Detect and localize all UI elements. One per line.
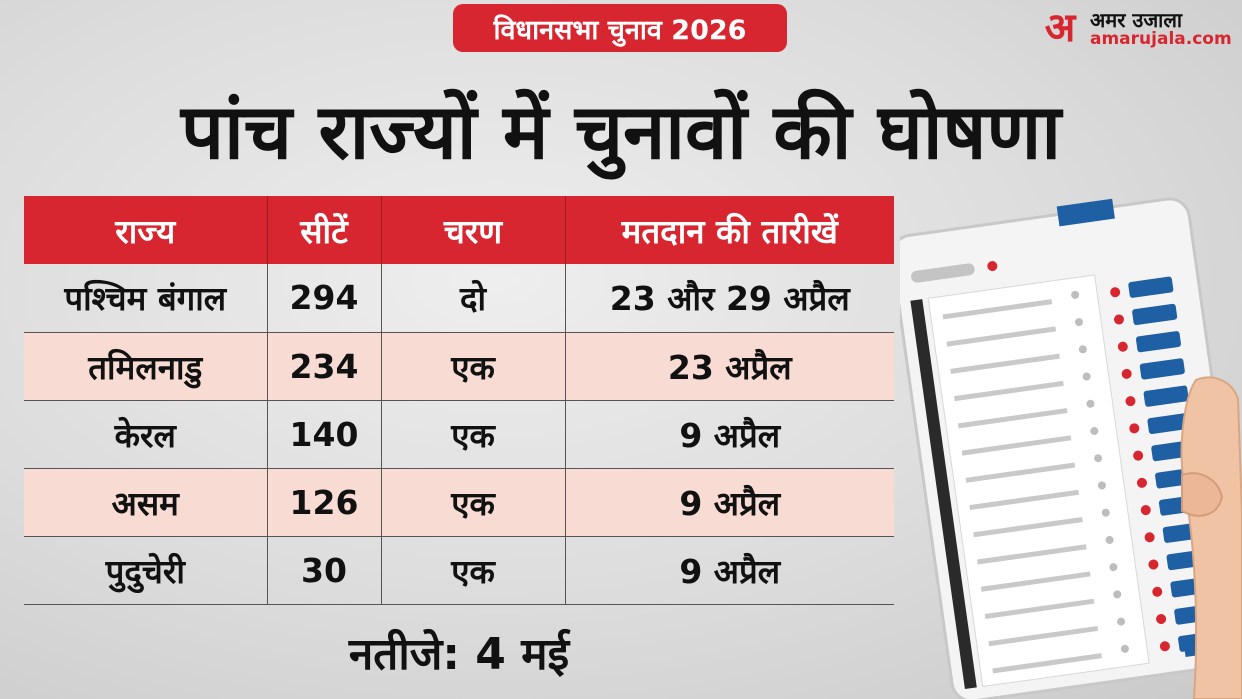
evm-indicator-light bbox=[1140, 505, 1151, 516]
evm-indicator-light bbox=[1121, 368, 1132, 379]
dates-cell: 9 अप्रैल bbox=[564, 468, 894, 537]
header-phases: चरण bbox=[380, 196, 565, 264]
evm-candidate-symbol bbox=[1078, 345, 1087, 354]
dates-cell: 9 अप्रैल bbox=[564, 400, 894, 469]
table-row: पुदुचेरी 30 एक 9 अप्रैल bbox=[24, 536, 894, 605]
evm-candidate-symbol bbox=[1105, 535, 1114, 544]
evm-vote-button bbox=[1135, 331, 1181, 353]
evm-candidate-symbol bbox=[1101, 508, 1110, 517]
phases-cell: एक bbox=[380, 468, 565, 537]
seats-cell: 294 bbox=[266, 264, 381, 333]
election-schedule-table: राज्य सीटें चरण मतदान की तारीखें पश्चिम … bbox=[24, 196, 894, 605]
evm-candidate-line bbox=[969, 489, 1080, 511]
table-header-row: राज्य सीटें चरण मतदान की तारीखें bbox=[24, 196, 894, 264]
evm-vote-button bbox=[1143, 385, 1189, 407]
state-cell: पुदुचेरी bbox=[24, 536, 267, 605]
result-date: नतीजे: 4 मई bbox=[348, 629, 570, 680]
state-cell: तमिलनाडु bbox=[24, 332, 267, 401]
table-row: असम 126 एक 9 अप्रैल bbox=[24, 468, 894, 537]
seats-cell: 30 bbox=[266, 536, 381, 605]
amar-ujala-logo: अ अमर उजाला amarujala.com bbox=[1034, 6, 1234, 52]
state-cell: असम bbox=[24, 468, 267, 537]
evm-indicator-light bbox=[1110, 287, 1121, 298]
dates-cell: 23 और 29 अप्रैल bbox=[564, 264, 894, 333]
evm-candidate-line bbox=[973, 517, 1083, 538]
phases-cell: एक bbox=[380, 332, 565, 401]
evm-indicator-light bbox=[1114, 314, 1125, 325]
evm-candidate-line bbox=[961, 435, 1072, 456]
evm-candidate-symbol bbox=[1082, 372, 1091, 381]
evm-candidate-line bbox=[992, 653, 1102, 674]
state-cell: पश्चिम बंगाल bbox=[24, 264, 267, 333]
evm-indicator-light bbox=[1159, 641, 1170, 652]
logo-domain: amarujala.com bbox=[1090, 29, 1232, 49]
evm-candidate-symbol bbox=[1074, 318, 1083, 327]
logo-name: अमर उजाला bbox=[1090, 8, 1183, 32]
evm-indicator-light bbox=[1152, 586, 1163, 597]
logo-mark: अ bbox=[1044, 5, 1076, 51]
headline: पांच राज्यों में चुनावों की घोषणा bbox=[180, 87, 1062, 176]
evm-candidate-symbol bbox=[1120, 644, 1129, 653]
evm-candidate-line bbox=[942, 299, 1053, 320]
evm-indicator-light bbox=[1133, 450, 1144, 461]
evm-candidate-line bbox=[977, 544, 1087, 565]
phases-cell: दो bbox=[380, 264, 565, 333]
evm-indicator-light bbox=[1136, 477, 1147, 488]
evm-candidate-symbol bbox=[1090, 426, 1099, 435]
dates-cell: 23 अप्रैल bbox=[564, 332, 894, 401]
evm-vote-button bbox=[1128, 276, 1174, 298]
phases-cell: एक bbox=[380, 400, 565, 469]
evm-indicator-light bbox=[1129, 423, 1140, 434]
election-tag: विधानसभा चुनाव 2026 bbox=[453, 4, 787, 52]
evm-candidate-symbol bbox=[1071, 290, 1080, 299]
evm-indicator-light bbox=[1144, 532, 1155, 543]
evm-candidate-symbol bbox=[1086, 399, 1095, 408]
evm-vote-button bbox=[1147, 412, 1193, 434]
seats-cell: 234 bbox=[266, 332, 381, 401]
evm-candidate-line bbox=[957, 408, 1068, 429]
evm-candidate-line bbox=[988, 625, 1099, 647]
header-poll-dates: मतदान की तारीखें bbox=[564, 196, 894, 264]
evm-vote-button bbox=[1139, 358, 1185, 380]
evm-voting-machine-icon bbox=[900, 197, 1242, 699]
evm-indicator-light bbox=[1117, 341, 1128, 352]
evm-candidate-symbol bbox=[1094, 454, 1103, 463]
evm-indicator-light bbox=[1148, 559, 1159, 570]
table-row: पश्चिम बंगाल 294 दो 23 और 29 अप्रैल bbox=[24, 264, 894, 333]
evm-candidate-line bbox=[980, 571, 1091, 592]
seats-cell: 140 bbox=[266, 400, 381, 469]
header-state: राज्य bbox=[24, 196, 267, 264]
evm-indicator-light bbox=[1156, 614, 1167, 625]
evm-candidate-line bbox=[984, 598, 1095, 619]
evm-vote-button bbox=[1132, 303, 1178, 326]
header-seats: सीटें bbox=[266, 196, 381, 264]
evm-candidate-symbol bbox=[1117, 617, 1126, 626]
evm-candidate-symbol bbox=[1109, 563, 1118, 572]
state-cell: केरल bbox=[24, 400, 267, 469]
evm-candidate-line bbox=[954, 380, 1064, 402]
table-row: तमिलनाडु 234 एक 23 अप्रैल bbox=[24, 332, 894, 401]
evm-candidate-symbol bbox=[1097, 481, 1106, 490]
evm-candidate-line bbox=[946, 326, 1057, 347]
evm-candidate-line bbox=[965, 462, 1076, 483]
dates-cell: 9 अप्रैल bbox=[564, 536, 894, 605]
table-row: केरल 140 एक 9 अप्रैल bbox=[24, 400, 894, 469]
evm-indicator-light bbox=[1125, 396, 1136, 407]
evm-candidate-line bbox=[950, 353, 1060, 374]
phases-cell: एक bbox=[380, 536, 565, 605]
seats-cell: 126 bbox=[266, 468, 381, 537]
evm-candidate-symbol bbox=[1113, 590, 1122, 599]
